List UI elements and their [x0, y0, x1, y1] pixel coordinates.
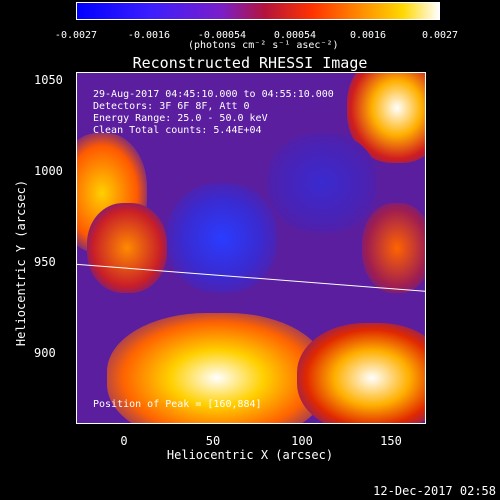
info-detectors: Detectors: 3F 6F 8F, Att 0	[93, 101, 250, 112]
info-time-range: 29-Aug-2017 04:45:10.000 to 04:55:10.000	[93, 89, 334, 100]
negative-region	[167, 183, 277, 293]
negative-region	[267, 133, 377, 233]
colorbar	[76, 2, 440, 20]
emission-blob	[87, 203, 167, 293]
heatmap-image	[77, 73, 425, 423]
emission-blob	[362, 203, 425, 293]
limb-curve	[77, 263, 425, 292]
x-tick-label: 150	[380, 434, 402, 448]
colorbar-tick: -0.00054	[197, 30, 247, 41]
colorbar-tick: 0.0016	[349, 30, 387, 41]
y-tick-label: 1050	[34, 73, 63, 87]
emission-blob	[297, 323, 425, 423]
y-axis-title-text: Heliocentric Y (arcsec)	[14, 179, 28, 347]
colorbar-tick: 0.0027	[421, 30, 459, 41]
plot-area: 29-Aug-2017 04:45:10.000 to 04:55:10.000…	[76, 72, 426, 424]
colorbar-units: (photons cm⁻² s⁻¹ asec⁻²)	[188, 40, 339, 51]
info-method: Clean Total counts: 5.44E+04	[93, 125, 262, 136]
x-tick-label: 0	[120, 434, 128, 448]
colorbar-tick: -0.0016	[127, 30, 171, 41]
y-tick-label: 950	[34, 255, 56, 269]
chart-title: Reconstructed RHESSI Image	[132, 54, 368, 72]
x-axis-title: Heliocentric X (arcsec)	[166, 448, 334, 462]
solar-limb-line	[77, 263, 425, 292]
y-tick-label: 1000	[34, 164, 63, 178]
colorbar-tick: -0.0027	[54, 30, 98, 41]
colorbar-tick: 0.00054	[273, 30, 317, 41]
y-axis-title: Heliocentric Y (arcsec)	[14, 180, 28, 346]
emission-blob	[107, 313, 327, 423]
info-energy: Energy Range: 25.0 - 50.0 keV	[93, 113, 268, 124]
timestamp: 12-Dec-2017 02:58	[373, 484, 496, 498]
info-peak-position: Position of Peak = [160,884]	[93, 399, 262, 410]
y-tick-label: 900	[34, 346, 56, 360]
x-tick-label: 100	[291, 434, 313, 448]
x-tick-label: 50	[205, 434, 221, 448]
